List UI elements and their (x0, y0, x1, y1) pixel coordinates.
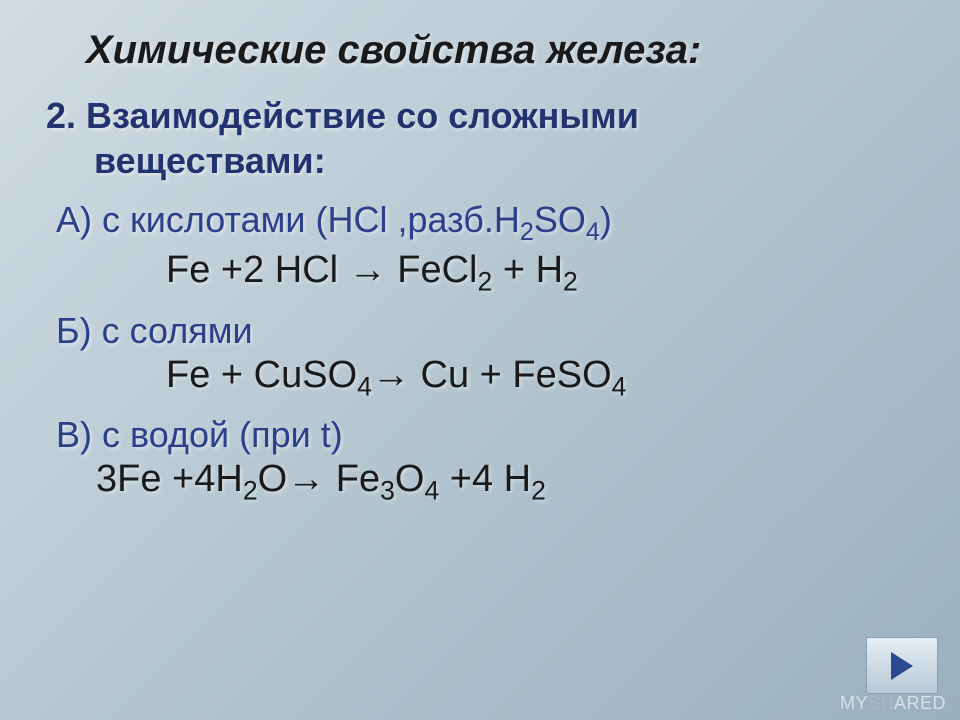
eq-c-sub1: 2 (243, 476, 258, 506)
equation-a: Fe +2 HCl → FeCl2 + H2 (166, 249, 920, 298)
subtitle-line-2: веществами: (46, 140, 326, 181)
subtitle-line-1: 2. Взаимодействие со сложными (46, 95, 639, 136)
equation-b: Fe + CuSO4→ Cu + FeSO4 (166, 354, 920, 403)
eq-c-sub2: 3 (380, 476, 395, 506)
arrow-right-icon (891, 652, 913, 680)
section-a-sub1: 2 (520, 218, 534, 246)
watermark-mid: SH (868, 693, 894, 713)
section-a-acid: SO (534, 199, 586, 240)
arrow-icon: → (372, 354, 410, 396)
eq-a-right: FeCl (387, 249, 478, 291)
section-c-heading: В) с водой (при t) (56, 414, 920, 456)
eq-a-sub2: 2 (563, 267, 578, 297)
arrow-icon: → (349, 249, 387, 291)
equation-c: 3Fe +4H2O→ Fe3O4 +4 H2 (96, 458, 920, 507)
eq-c-right: Fe (325, 458, 380, 500)
section-a-heading: А) с кислотами (HCl ,разб.H2SO4) (56, 199, 920, 247)
eq-a-left: Fe +2 HCl (166, 249, 349, 291)
eq-a-plus: + H (492, 249, 563, 291)
eq-b-sub2: 4 (612, 371, 627, 401)
eq-a-sub1: 2 (477, 267, 492, 297)
eq-b-left: Fe + CuSO (166, 354, 357, 396)
section-a-label: А) с кислотами (HCl ,разб.H (56, 199, 520, 240)
slide: Химические свойства железа: 2. Взаимодей… (0, 0, 960, 507)
watermark: MYSHARED (840, 693, 946, 714)
eq-c-o: O (258, 458, 288, 500)
eq-b-sub1: 4 (357, 371, 372, 401)
eq-c-o2: O (395, 458, 425, 500)
section-a-sub2: 4 (586, 218, 600, 246)
eq-b-right: Cu + FeSO (410, 354, 612, 396)
slide-title: Химические свойства железа: (86, 28, 920, 73)
watermark-right: ARED (894, 693, 946, 713)
slide-subtitle: 2. Взаимодействие со сложными веществами… (46, 93, 920, 183)
eq-c-plus: +4 H (439, 458, 531, 500)
eq-c-sub4: 2 (531, 476, 546, 506)
next-slide-button[interactable] (866, 637, 938, 694)
arrow-icon: → (287, 458, 325, 500)
section-a-tail: ) (600, 199, 612, 240)
watermark-left: MY (840, 693, 868, 713)
section-b-heading: Б) с солями (56, 310, 920, 352)
eq-c-left: 3Fe +4H (96, 458, 243, 500)
eq-c-sub3: 4 (424, 476, 439, 506)
